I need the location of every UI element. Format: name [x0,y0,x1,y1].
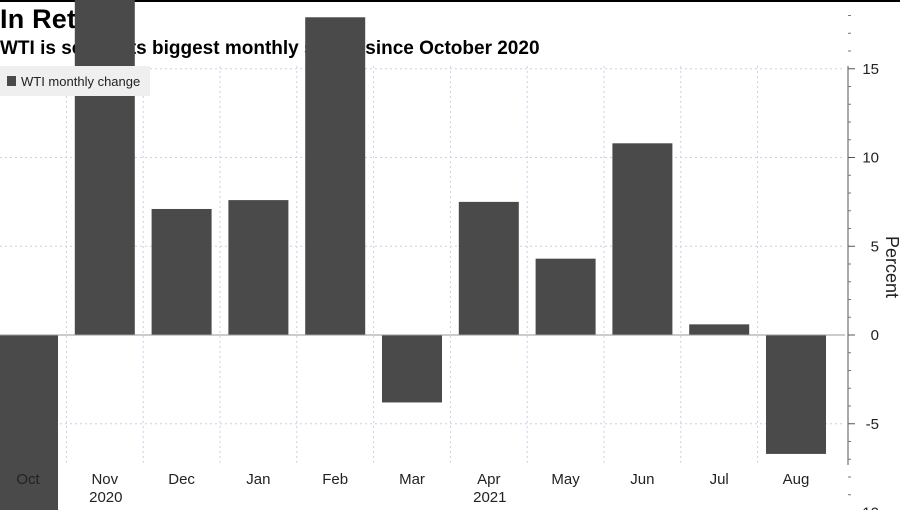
y-tick-label: 10 [862,150,879,167]
x-tick-label: Jan [246,471,270,488]
x-tick-label: Apr [477,471,500,488]
x-tick-label: Mar [399,471,425,488]
y-tick-label: -5 [866,416,879,433]
x-tick-label: Nov [91,471,118,488]
bar-mar [382,335,442,403]
legend-label: WTI monthly change [21,74,140,89]
y-tick-label: 5 [871,238,879,255]
x-tick-label: Oct [16,471,40,488]
y-tick-label: 0 [871,327,879,344]
x-tick-label: Jul [710,471,729,488]
bar-nov [74,0,135,335]
x-tick-label: May [551,471,580,488]
chart-subtitle: WTI is set for its biggest monthly slump… [0,38,540,59]
bar-jun [612,143,673,335]
bar-feb [305,17,366,336]
y-tick-label: -10 [857,505,879,510]
top-rule [0,0,900,2]
bar-oct [0,335,58,510]
bar-apr [458,201,519,335]
x-tick-label: Dec [168,471,195,488]
x-tick-label: Jun [630,471,654,488]
legend-swatch [7,76,16,86]
y-axis-label: Percent [882,236,900,298]
bar-dec [151,208,212,335]
bar-may [535,258,596,335]
bar-jan [228,200,289,335]
y-tick-label: 15 [862,61,879,78]
bar-jul [689,324,750,335]
x-year-label: 2020 [89,489,122,506]
x-year-label: 2021 [473,489,506,506]
bar-aug [766,335,826,454]
x-tick-label: Aug [783,471,810,488]
x-tick-label: Feb [322,471,348,488]
legend-box [0,66,150,96]
